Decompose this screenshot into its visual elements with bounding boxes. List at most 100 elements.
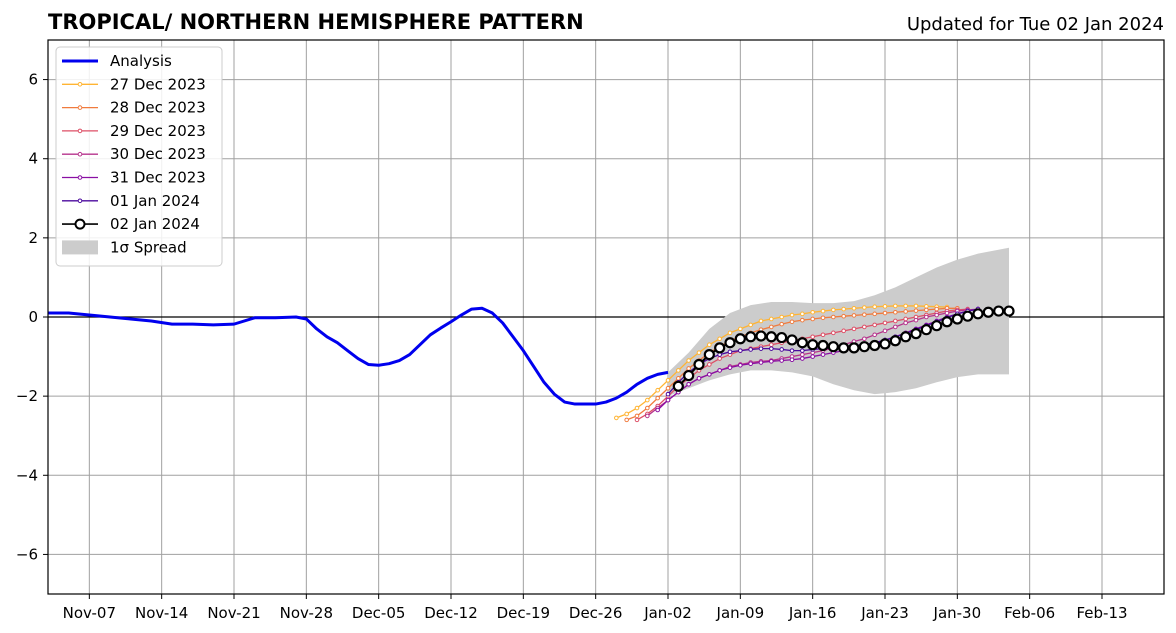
series-point — [624, 417, 629, 423]
series-point — [738, 348, 743, 353]
series-point — [831, 307, 836, 313]
series-point — [903, 316, 908, 322]
legend-marker — [77, 198, 83, 204]
x-tick-label: Dec-05 — [352, 604, 406, 622]
series-point — [614, 415, 619, 421]
legend-marker — [77, 128, 83, 134]
series-point — [755, 330, 767, 342]
y-tick-label: −4 — [16, 466, 38, 484]
y-tick-label: −6 — [16, 545, 38, 563]
series-point — [807, 339, 819, 351]
series-point — [817, 339, 829, 352]
x-tick-label: Nov-07 — [63, 604, 116, 622]
x-tick-label: Feb-06 — [1004, 604, 1055, 622]
series-point — [645, 413, 650, 419]
series-point — [951, 313, 963, 325]
plot-frame — [47, 39, 1165, 595]
series-point — [717, 356, 722, 361]
series-point — [941, 316, 953, 328]
series-point — [882, 304, 888, 309]
series-point — [831, 330, 836, 336]
series-point — [800, 352, 805, 357]
series-point — [655, 387, 660, 393]
series-point — [913, 317, 919, 323]
series-point — [707, 342, 712, 348]
series-point — [924, 304, 929, 309]
series-point — [820, 332, 826, 338]
series-point — [789, 357, 795, 363]
series-point — [800, 348, 805, 353]
series-point — [810, 334, 815, 340]
series-point — [707, 362, 712, 367]
series-point — [982, 306, 994, 318]
series-point — [676, 368, 681, 373]
series-point — [851, 326, 857, 332]
series-point — [889, 335, 901, 347]
legend-label: 1σ Spread — [110, 238, 187, 256]
series-point — [810, 316, 815, 322]
series-point — [655, 395, 660, 401]
series-point — [769, 342, 774, 348]
series-point — [707, 372, 712, 377]
legend: Analysis 27 Dec 2023 28 Dec 2023 29 Dec 202… — [55, 46, 223, 267]
series-point — [796, 337, 808, 349]
series-point — [920, 324, 932, 336]
series-point — [810, 354, 815, 359]
chart-title: TROPICAL/ NORTHERN HEMISPHERE PATTERN — [48, 10, 584, 34]
series-point — [820, 308, 826, 314]
series-point — [779, 347, 784, 352]
series-point — [924, 307, 929, 313]
series-point — [717, 368, 722, 373]
series-point — [724, 337, 736, 349]
series-point — [879, 338, 891, 350]
series-point — [779, 314, 784, 320]
legend-box — [55, 46, 223, 267]
series-point — [665, 378, 671, 383]
axes-layer: −6 −4 −2 0 2 4 6 Nov-07 Nov-14 Nov-21 Nov-28 Dec-05… — [16, 39, 1165, 622]
series-point — [655, 407, 660, 413]
series-point — [831, 314, 836, 320]
series-point — [820, 315, 826, 321]
series-point — [944, 310, 950, 316]
series-point — [841, 328, 846, 334]
x-tick-label: Dec-19 — [497, 604, 551, 622]
series-point — [789, 319, 795, 325]
series-point — [748, 347, 753, 352]
x-tick-label: Nov-14 — [135, 604, 188, 622]
x-tick-label: Jan-16 — [788, 604, 837, 622]
spread-band — [668, 247, 1009, 397]
series-point — [893, 303, 898, 309]
series-point — [848, 342, 860, 354]
x-tick-label: Dec-26 — [569, 604, 623, 622]
legend-label: 01 Jan 2024 — [110, 192, 200, 210]
series-point — [727, 349, 733, 355]
series-point — [900, 331, 912, 343]
series-layer — [48, 303, 1015, 423]
legend-label: 30 Dec 2023 — [110, 145, 206, 163]
series-point — [758, 318, 764, 324]
x-tick-label: Dec-12 — [424, 604, 478, 622]
series-point — [893, 309, 898, 315]
series-point — [665, 397, 671, 403]
series-point — [769, 359, 774, 364]
series-point — [934, 306, 939, 312]
series-point — [1003, 305, 1015, 317]
legend-label: 31 Dec 2023 — [110, 169, 206, 187]
series-point — [727, 330, 733, 336]
x-tick-label: Feb-13 — [1076, 604, 1127, 622]
legend-label: 28 Dec 2023 — [110, 99, 206, 117]
series-point — [769, 316, 774, 322]
legend-marker — [77, 105, 83, 110]
series-point — [882, 320, 888, 326]
series-point — [789, 312, 795, 318]
series-point — [869, 339, 881, 352]
series-point — [913, 308, 919, 313]
series-point — [962, 310, 974, 322]
legend-swatch — [62, 240, 98, 255]
y-tick-label: 4 — [28, 150, 38, 168]
series-point — [686, 381, 691, 387]
series-point — [903, 320, 908, 326]
series-point — [882, 310, 888, 316]
series-point — [745, 331, 757, 343]
series-point — [714, 342, 726, 354]
